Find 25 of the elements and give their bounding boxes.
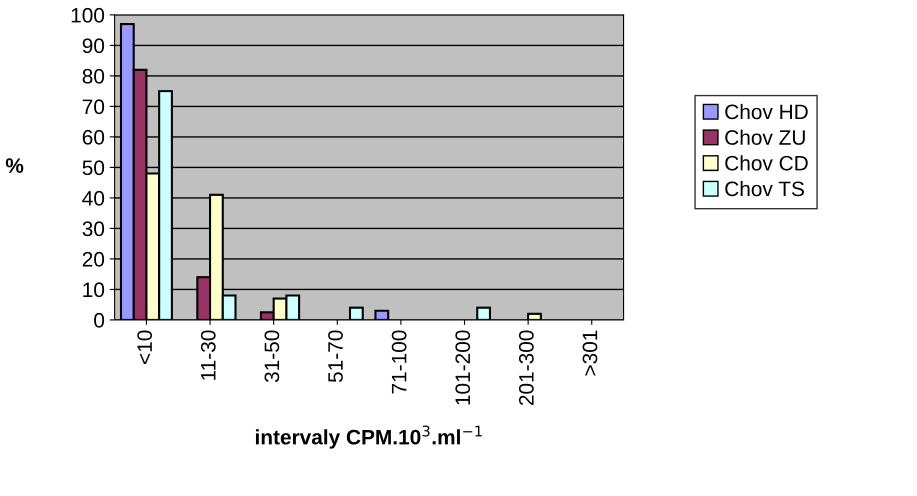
y-tick-label: 30 bbox=[82, 221, 104, 236]
x-axis-title: intervaly CPM.10$^{3}$.ml$^{−1}$ bbox=[256, 426, 482, 449]
y-tick-label: 50 bbox=[82, 160, 104, 176]
legend-label: Chov TS bbox=[725, 180, 804, 196]
y-tick-label: 70 bbox=[82, 99, 104, 114]
y-tick-label: 60 bbox=[82, 130, 104, 145]
y-tick-label: 0 bbox=[94, 312, 104, 328]
y-tick-label: 80 bbox=[82, 68, 104, 84]
y-tick-label: 90 bbox=[82, 38, 104, 54]
y-tick-label: 20 bbox=[82, 252, 104, 267]
y-axis-title: % bbox=[6, 158, 24, 173]
x-tick-label: 201-300 bbox=[518, 330, 534, 406]
x-tick-label: 51-70 bbox=[328, 330, 343, 382]
x-tick-label: 11-30 bbox=[200, 330, 216, 380]
x-tick-label: 71-100 bbox=[392, 330, 406, 394]
x-tick-label: 31-50 bbox=[264, 330, 280, 382]
legend-label: Chov ZU bbox=[725, 130, 805, 145]
x-tick-label: <10 bbox=[137, 330, 152, 364]
x-tick-label: >301 bbox=[582, 330, 598, 376]
x-tick-label: 101-200 bbox=[455, 330, 470, 404]
y-tick-label: 100 bbox=[72, 8, 104, 23]
legend-label: Chov CD bbox=[725, 155, 808, 171]
y-tick-label: 40 bbox=[82, 190, 104, 206]
legend-label: Chov HD bbox=[725, 104, 808, 120]
y-tick-label: 10 bbox=[83, 282, 104, 298]
